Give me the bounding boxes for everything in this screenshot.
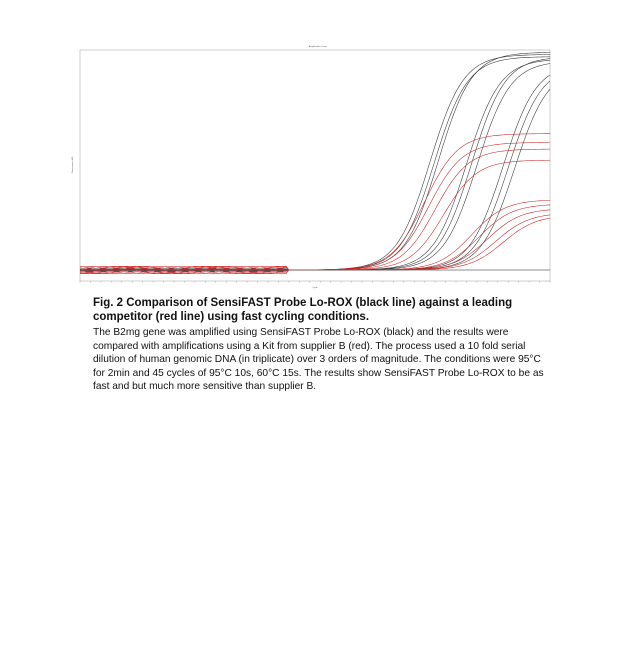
- amplification-curve: [79, 58, 551, 272]
- caption-title: Fig. 2 Comparison of SensiFAST Probe Lo-…: [93, 297, 513, 323]
- y-axis-label: Fluorescence (dR): [72, 156, 74, 173]
- chart-title: Amplification Curves: [309, 45, 327, 48]
- amplification-curve: [79, 148, 551, 274]
- amplification-curve: [79, 89, 551, 272]
- amplification-chart: Amplification Curves Fluorescence (dR) C…: [60, 40, 560, 290]
- amplification-curve: [79, 214, 551, 274]
- amplification-curve: [79, 74, 551, 272]
- amplification-curve: [79, 133, 551, 274]
- curves: [79, 52, 551, 274]
- amplification-curve: [79, 63, 551, 272]
- plot-frame: [79, 49, 551, 282]
- amplification-curve: [79, 199, 551, 274]
- caption-body: The B2mg gene was amplified using SensiF…: [93, 327, 544, 393]
- x-axis-label: Cycle: [312, 287, 318, 289]
- amplification-curve: [79, 159, 551, 274]
- amplification-curve: [79, 209, 551, 274]
- figure-caption: Fig. 2 Comparison of SensiFAST Probe Lo-…: [93, 296, 553, 394]
- x-ticks: [79, 281, 551, 283]
- amplification-curve: [79, 59, 551, 272]
- amplification-curve: [79, 80, 551, 272]
- chart-svg: Amplification Curves Fluorescence (dR) C…: [72, 45, 551, 289]
